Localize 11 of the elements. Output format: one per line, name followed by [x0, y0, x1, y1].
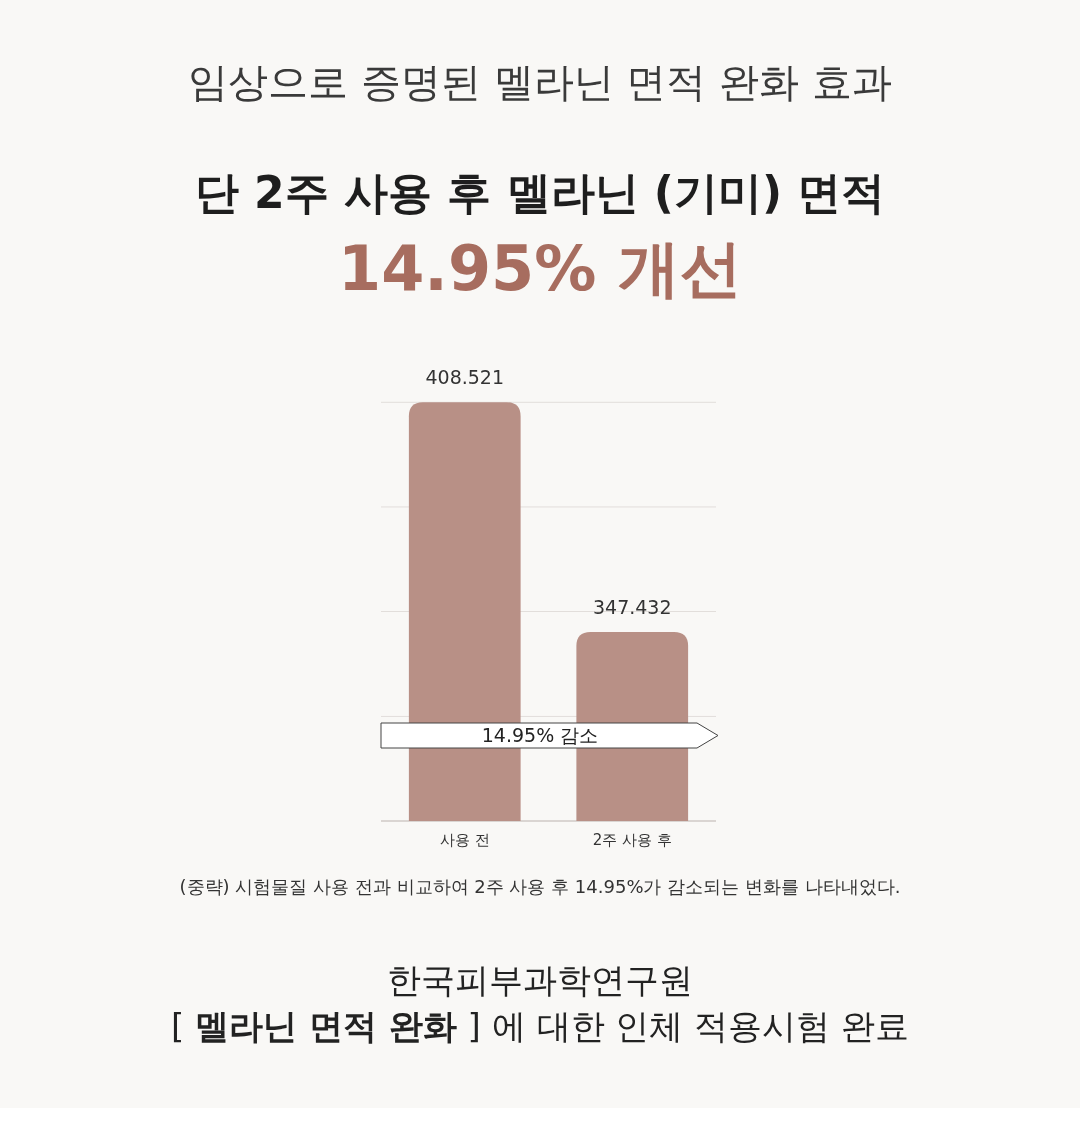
text: 14.95% 개선	[338, 232, 742, 305]
text: 한국피부과학연구원	[387, 960, 693, 1000]
x-tick-label: 사용 전	[439, 831, 490, 849]
x-tick-label: 2주 사용 후	[592, 831, 672, 849]
chart-subtitle: 단 2주 사용 후 멜라닌 (기미) 면적	[194, 167, 886, 218]
data-label: 408.521	[425, 366, 505, 389]
chart-title: 임상으로 증명된 멜라닌 면적 완화 효과	[188, 59, 892, 105]
text: [ 멜라닌 면적 완화 ] 에 대한 인체 적용시험 완료	[171, 1006, 909, 1046]
annotation: 14.95% 감소	[481, 724, 599, 746]
text: (중략) 시험물질 사용 전과 비교하여 2주 사용 후 14.95%가 감소되는 변화를 나타내었다.	[179, 876, 901, 897]
data-label: 347.432	[592, 596, 672, 619]
